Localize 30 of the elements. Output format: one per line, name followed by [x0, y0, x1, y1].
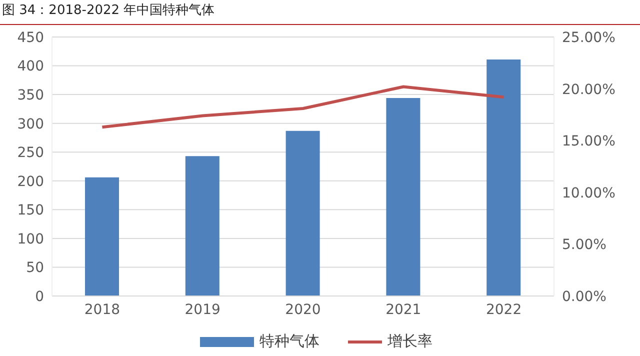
- x-tick-label: 2022: [486, 302, 522, 318]
- y-tick-label: 300: [17, 116, 44, 132]
- x-tick-label: 2018: [84, 302, 120, 318]
- y2-tick-label: 0.00%: [562, 288, 606, 305]
- bar: [185, 156, 220, 296]
- y-tick-label: 450: [17, 30, 44, 46]
- chart-title: 图 34：2018-2022 年中国特种气体: [0, 0, 640, 25]
- bar: [286, 130, 320, 296]
- bar: [386, 98, 420, 296]
- x-tick-label: 2020: [285, 302, 321, 318]
- legend-label: 特种气体: [260, 332, 320, 351]
- y-tick-label: 100: [17, 231, 44, 248]
- y-tick-label: 250: [17, 145, 44, 162]
- y2-tick-label: 20.00%: [562, 82, 616, 98]
- x-tick-label: 2019: [184, 302, 220, 318]
- y2-tick-label: 5.00%: [562, 237, 606, 254]
- y-tick-label: 200: [17, 174, 44, 190]
- y-tick-label: 50: [26, 260, 44, 276]
- x-tick-label: 2021: [386, 302, 422, 318]
- y2-tick-label: 15.00%: [562, 134, 616, 150]
- line-series: [100, 85, 506, 129]
- y-tick-label: 400: [17, 58, 44, 75]
- bar: [85, 177, 119, 296]
- y-tick-label: 150: [17, 202, 44, 219]
- y-tick-label: 350: [17, 88, 44, 104]
- y2-tick-label: 10.00%: [562, 185, 616, 202]
- legend-label: 增长率: [388, 332, 432, 351]
- y-tick-label: 0: [35, 288, 44, 305]
- y2-tick-label: 25.00%: [562, 30, 616, 46]
- bar: [486, 59, 521, 296]
